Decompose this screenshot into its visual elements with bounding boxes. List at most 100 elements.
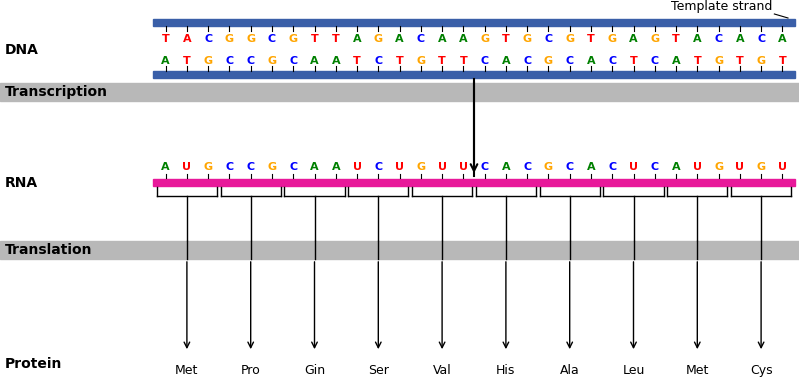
Text: C: C — [523, 56, 531, 66]
Text: U: U — [459, 162, 468, 172]
Bar — [0, 83, 799, 101]
Text: G: G — [544, 56, 553, 66]
Text: A: A — [438, 34, 447, 44]
Text: T: T — [459, 56, 467, 66]
Text: U: U — [438, 162, 447, 172]
Text: A: A — [586, 162, 595, 172]
Text: T: T — [694, 56, 702, 66]
Text: C: C — [566, 162, 574, 172]
Text: C: C — [523, 162, 531, 172]
Text: T: T — [183, 56, 191, 66]
Text: T: T — [672, 34, 680, 44]
Text: C: C — [757, 34, 765, 44]
Text: U: U — [693, 162, 702, 172]
Text: G: G — [204, 162, 213, 172]
Text: T: T — [161, 34, 169, 44]
Text: A: A — [672, 56, 680, 66]
Text: U: U — [395, 162, 404, 172]
Bar — [153, 179, 795, 186]
Text: C: C — [268, 34, 276, 44]
Text: G: G — [246, 34, 255, 44]
Text: His: His — [496, 364, 515, 377]
Text: U: U — [352, 162, 361, 172]
Text: A: A — [183, 34, 191, 44]
Text: G: G — [650, 34, 659, 44]
Text: C: C — [650, 162, 659, 172]
Text: Translation: Translation — [5, 243, 93, 257]
Bar — [0, 241, 799, 259]
Text: C: C — [650, 56, 659, 66]
Text: U: U — [182, 162, 192, 172]
Text: U: U — [629, 162, 638, 172]
Text: G: G — [416, 56, 425, 66]
Text: G: G — [714, 56, 723, 66]
Text: A: A — [161, 162, 170, 172]
Text: Template strand: Template strand — [671, 0, 773, 13]
Text: C: C — [608, 162, 616, 172]
Text: C: C — [544, 34, 552, 44]
Text: Transcription: Transcription — [5, 85, 108, 99]
Text: C: C — [714, 34, 722, 44]
Text: A: A — [310, 162, 319, 172]
Text: G: G — [544, 162, 553, 172]
Text: C: C — [225, 56, 233, 66]
Text: C: C — [204, 34, 213, 44]
Text: A: A — [332, 162, 340, 172]
Text: A: A — [161, 56, 170, 66]
Text: G: G — [204, 56, 213, 66]
Text: Leu: Leu — [622, 364, 645, 377]
Text: G: G — [757, 56, 765, 66]
Text: A: A — [629, 34, 638, 44]
Text: T: T — [311, 34, 318, 44]
Text: G: G — [523, 34, 531, 44]
Text: C: C — [566, 56, 574, 66]
Text: T: T — [353, 56, 361, 66]
Text: Met: Met — [175, 364, 199, 377]
Text: C: C — [374, 56, 383, 66]
Text: T: T — [587, 34, 594, 44]
Text: C: C — [225, 162, 233, 172]
Text: Ser: Ser — [368, 364, 389, 377]
Text: T: T — [396, 56, 403, 66]
Text: Gin: Gin — [304, 364, 325, 377]
Text: G: G — [268, 162, 276, 172]
Text: G: G — [757, 162, 765, 172]
Text: G: G — [225, 34, 234, 44]
Text: T: T — [502, 34, 510, 44]
Text: A: A — [352, 34, 361, 44]
Text: A: A — [693, 34, 702, 44]
Text: G: G — [416, 162, 425, 172]
Text: U: U — [778, 162, 787, 172]
Text: T: T — [778, 56, 786, 66]
Text: Met: Met — [686, 364, 709, 377]
Text: A: A — [310, 56, 319, 66]
Text: G: G — [565, 34, 574, 44]
Text: Pro: Pro — [240, 364, 260, 377]
Text: G: G — [268, 56, 276, 66]
Text: C: C — [247, 162, 255, 172]
Text: C: C — [247, 56, 255, 66]
Text: C: C — [374, 162, 383, 172]
Text: C: C — [417, 34, 425, 44]
Text: C: C — [289, 162, 297, 172]
Text: T: T — [438, 56, 446, 66]
Text: A: A — [586, 56, 595, 66]
Text: U: U — [735, 162, 745, 172]
Text: G: G — [374, 34, 383, 44]
Text: Cys: Cys — [749, 364, 773, 377]
Text: C: C — [480, 56, 489, 66]
Text: G: G — [608, 34, 617, 44]
Text: G: G — [480, 34, 489, 44]
Text: A: A — [396, 34, 403, 44]
Text: A: A — [672, 162, 680, 172]
Text: T: T — [630, 56, 638, 66]
Text: Ala: Ala — [560, 364, 579, 377]
Text: G: G — [288, 34, 298, 44]
Text: T: T — [332, 34, 340, 44]
Text: A: A — [459, 34, 467, 44]
Bar — [153, 71, 795, 78]
Text: T: T — [736, 56, 744, 66]
Text: Protein: Protein — [5, 357, 62, 371]
Text: A: A — [736, 34, 744, 44]
Text: RNA: RNA — [5, 175, 38, 189]
